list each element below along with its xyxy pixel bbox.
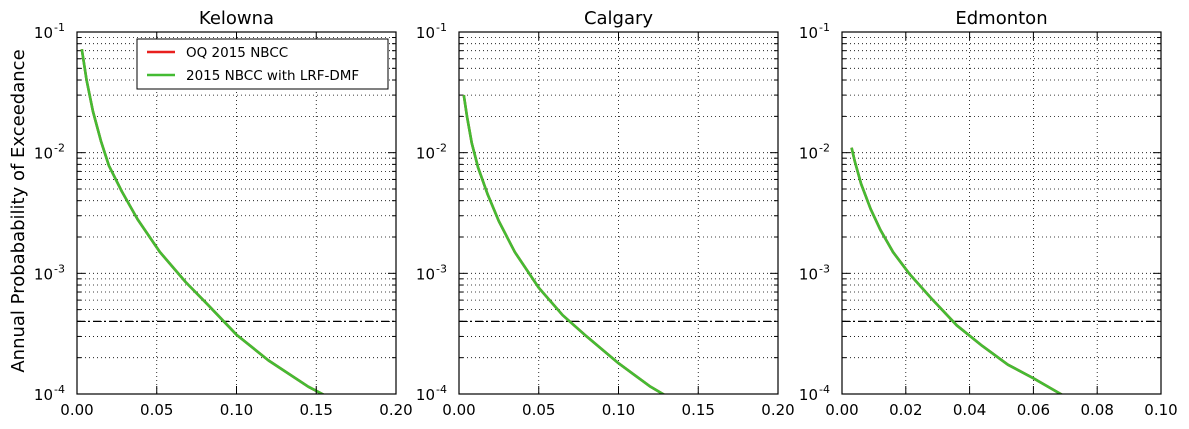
- x-tick-label: 0.10: [1144, 401, 1177, 419]
- x-tick-label: 0.15: [300, 401, 333, 419]
- y-tick-exponent: -4: [54, 383, 65, 396]
- y-tick-label: 10: [416, 145, 435, 163]
- y-tick-label: 10: [799, 265, 818, 283]
- series-line-2015-nbcc-with-lrf-dmf: [850, 147, 1064, 394]
- y-tick-base: 10: [416, 145, 435, 163]
- y-tick-base: 10: [34, 386, 53, 404]
- y-axis-label: Annual Probabability of Exceedance: [8, 49, 29, 372]
- y-tick-label: 10: [416, 24, 435, 42]
- y-tick-base: 10: [34, 265, 53, 283]
- panel-title: Kelowna: [199, 8, 274, 29]
- y-tick-exponent: -4: [819, 383, 830, 396]
- x-tick-label: 0.00: [442, 401, 475, 419]
- x-tick-label: 0.08: [1080, 401, 1113, 419]
- legend-box: [136, 38, 389, 90]
- y-tick-exponent: -1: [436, 21, 447, 34]
- series-line-oq-2015-nbcc: [80, 49, 326, 394]
- y-tick-label: 10: [416, 386, 435, 404]
- y-tick-exponent: -2: [819, 142, 830, 155]
- x-tick-label: 0.00: [825, 401, 858, 419]
- y-tick-exponent: -3: [436, 262, 447, 275]
- x-tick-label: 0.20: [379, 401, 412, 419]
- y-tick-base: 10: [34, 145, 53, 163]
- legend: OQ 2015 NBCC 2015 NBCC with LRF-DMF: [136, 38, 389, 90]
- y-tick-base: 10: [416, 386, 435, 404]
- y-tick-label: 10: [799, 145, 818, 163]
- panel-title: Edmonton: [955, 8, 1047, 29]
- x-tick-label: 0.20: [761, 401, 794, 419]
- y-tick-base: 10: [799, 145, 818, 163]
- y-tick-exponent: -3: [54, 262, 65, 275]
- y-tick-label: 10: [34, 24, 53, 42]
- y-tick-exponent: -4: [436, 383, 447, 396]
- y-tick-exponent: -3: [819, 262, 830, 275]
- y-tick-base: 10: [799, 24, 818, 42]
- y-tick-exponent: -2: [436, 142, 447, 155]
- series-line-2015-nbcc-with-lrf-dmf: [462, 94, 666, 394]
- x-tick-label: 0.05: [522, 401, 555, 419]
- y-tick-label: 10: [34, 386, 53, 404]
- x-tick-label: 0.05: [140, 401, 173, 419]
- legend-label: 2015 NBCC with LRF-DMF: [186, 68, 359, 84]
- y-tick-label: 10: [799, 24, 818, 42]
- plot-frame: [841, 31, 1162, 395]
- x-tick-label: 0.06: [1017, 401, 1050, 419]
- y-tick-exponent: -1: [54, 21, 65, 34]
- y-tick-label: 10: [799, 386, 818, 404]
- y-tick-label: 10: [34, 265, 53, 283]
- legend-label: OQ 2015 NBCC: [186, 45, 288, 61]
- y-tick-base: 10: [416, 265, 435, 283]
- x-tick-label: 0.10: [220, 401, 253, 419]
- x-tick-label: 0.15: [682, 401, 715, 419]
- y-tick-exponent: -1: [819, 21, 830, 34]
- y-tick-base: 10: [34, 24, 53, 42]
- x-tick-label: 0.02: [889, 401, 922, 419]
- y-tick-base: 10: [799, 265, 818, 283]
- panel-edmonton: 0.00 0.02 0.04 0.06 0.08 0.1010-410-310-210-1…: [799, 8, 1178, 419]
- x-tick-label: 0.10: [602, 401, 635, 419]
- y-tick-base: 10: [416, 24, 435, 42]
- series-line-oq-2015-nbcc: [462, 94, 666, 394]
- y-tick-label: 10: [34, 145, 53, 163]
- y-tick-base: 10: [799, 386, 818, 404]
- series-line-2015-nbcc-with-lrf-dmf: [80, 49, 326, 394]
- x-tick-label: 0.04: [953, 401, 986, 419]
- x-tick-label: 0.00: [60, 401, 93, 419]
- y-tick-exponent: -2: [54, 142, 65, 155]
- panel-title: Calgary: [584, 8, 653, 29]
- y-tick-label: 10: [416, 265, 435, 283]
